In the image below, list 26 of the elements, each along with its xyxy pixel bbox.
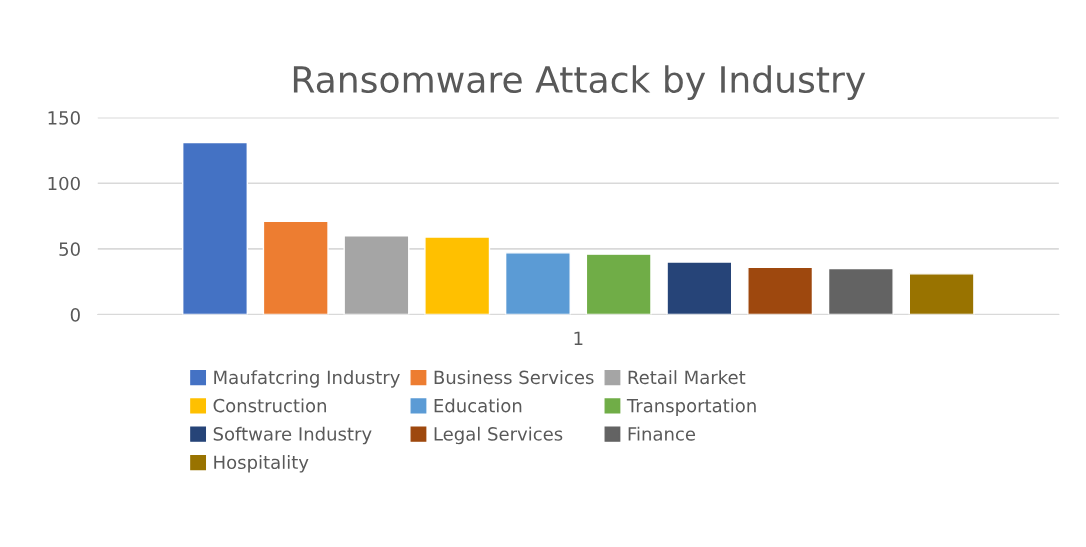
legend-label: Finance [628, 426, 696, 441]
legend-label: Software Industry [213, 426, 372, 445]
y-tick-label: 50 [59, 242, 80, 256]
bar [504, 252, 571, 315]
legend-label: Hospitality [214, 455, 309, 473]
bar [827, 267, 894, 315]
y-tick-label: 150 [48, 111, 80, 125]
bar [908, 273, 975, 315]
chart-title: Ransomware Attack by Industry [293, 65, 866, 101]
x-tick-label: 1 [574, 331, 583, 345]
bar [182, 141, 248, 315]
legend-label: Business Services [434, 370, 594, 385]
legend-label: Education [434, 398, 522, 413]
bar [747, 266, 814, 315]
bar [585, 253, 652, 315]
bar [424, 236, 491, 315]
bar [666, 261, 733, 315]
legend-label: Legal Services [434, 426, 563, 445]
y-tick-label: 0 [70, 307, 80, 322]
y-tick-label: 100 [48, 176, 80, 191]
legend-label: Retail Market [628, 370, 746, 385]
bar [343, 235, 410, 315]
bar [262, 220, 329, 315]
legend-label: Transportation [626, 398, 756, 416]
legend-label: Construction [213, 398, 326, 413]
legend-label: Maufatcring Industry [214, 370, 400, 388]
